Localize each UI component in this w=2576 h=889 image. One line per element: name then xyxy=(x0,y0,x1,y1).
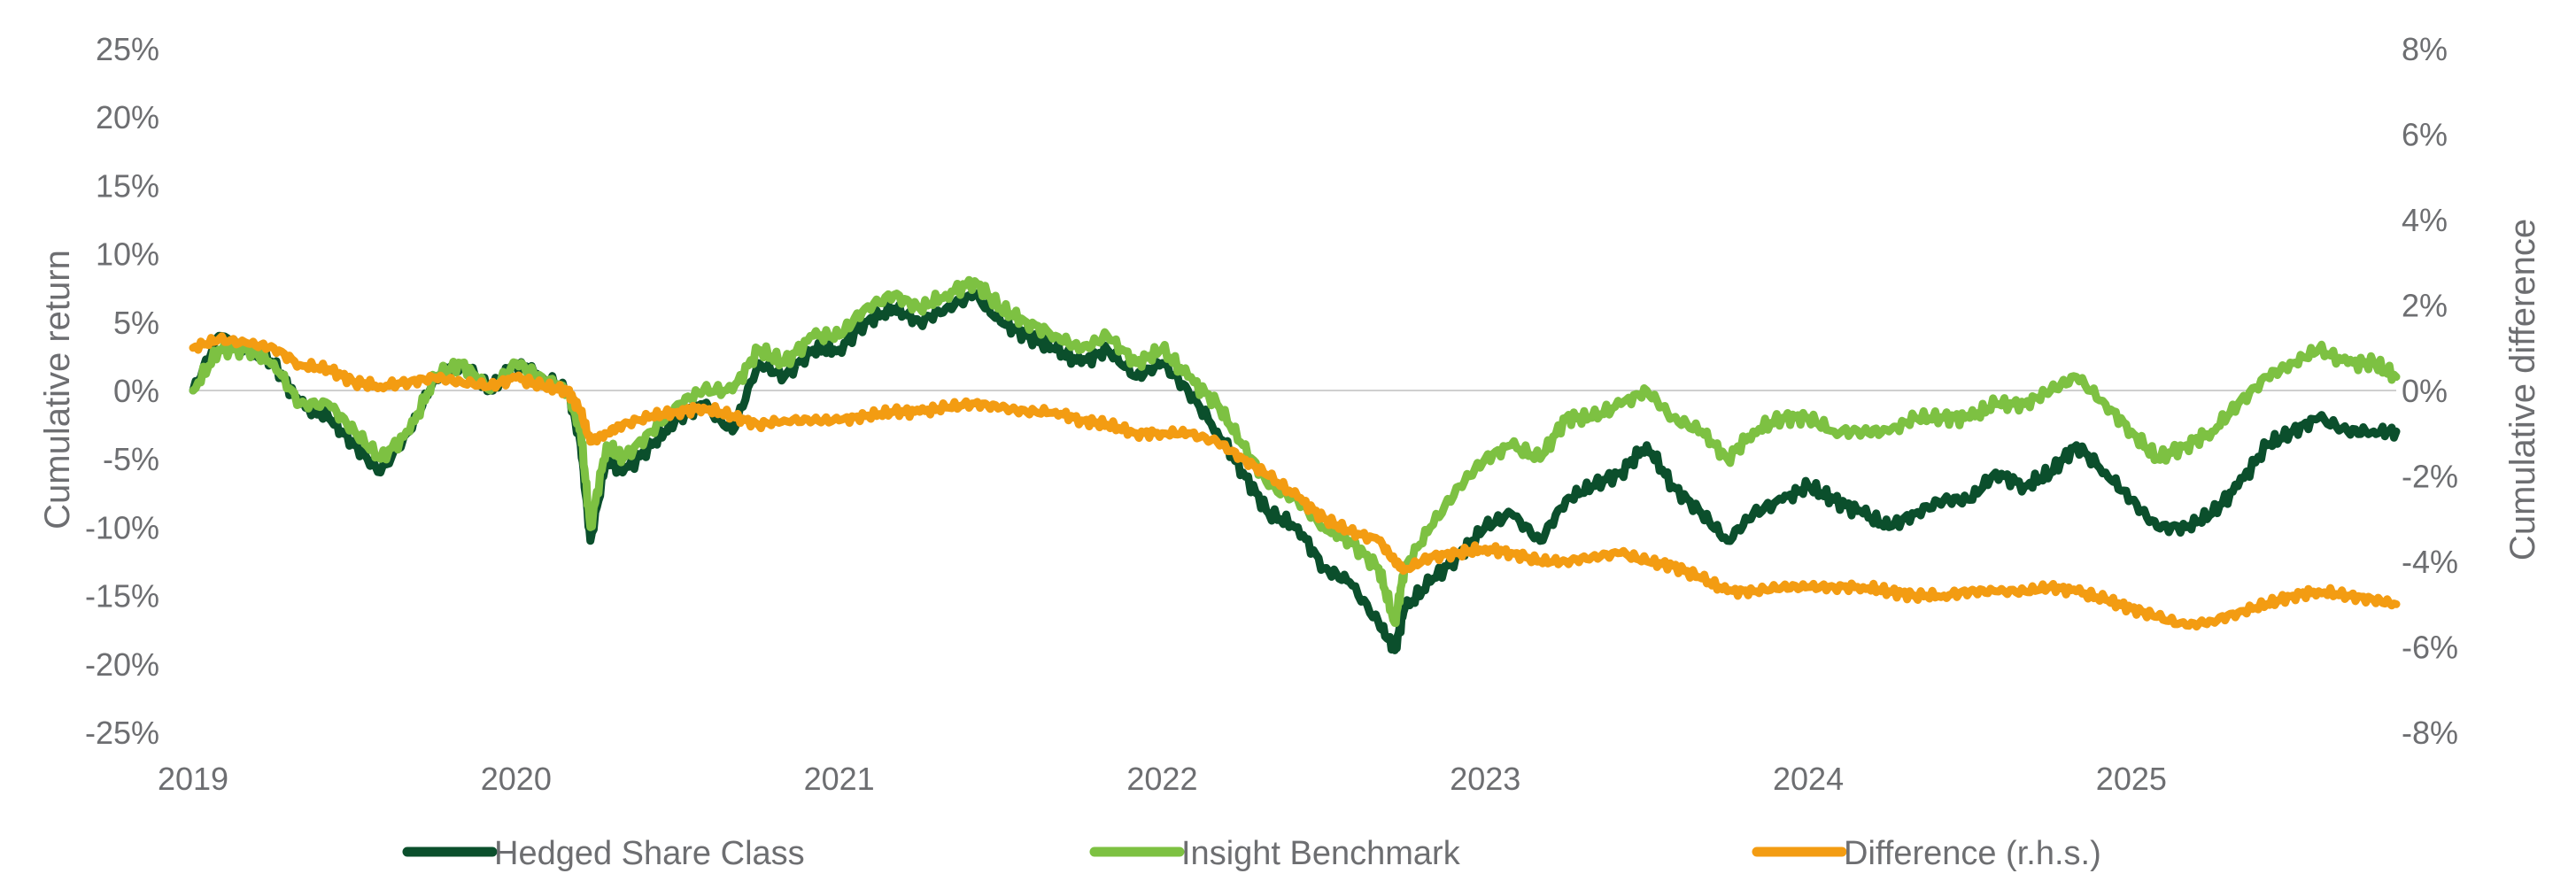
x-axis-ticks: 2019 2020 2021 2022 2023 2024 2025 xyxy=(158,761,2167,797)
legend-item-difference: Difference (r.h.s.) xyxy=(1752,835,2101,872)
left-axis-title: Cumulative return xyxy=(38,250,77,530)
series-layer xyxy=(189,275,2401,654)
legend: Hedged Share Class Insight Benchmark Dif… xyxy=(402,835,2101,872)
left-tick-label: -10% xyxy=(85,509,159,545)
right-tick-label: -8% xyxy=(2402,715,2458,751)
right-tick-label: -4% xyxy=(2402,544,2458,580)
left-tick-label: -25% xyxy=(85,715,159,751)
left-tick-label: 10% xyxy=(96,236,159,273)
x-tick-label: 2019 xyxy=(158,761,228,797)
right-tick-label: -2% xyxy=(2402,459,2458,495)
left-tick-label: 15% xyxy=(96,167,159,204)
right-tick-label: 0% xyxy=(2402,373,2448,409)
left-tick-label: -5% xyxy=(103,441,159,477)
x-tick-label: 2023 xyxy=(1450,761,1520,797)
left-tick-label: 20% xyxy=(96,99,159,135)
series-line-difference-r-h-s xyxy=(189,332,2401,631)
x-tick-label: 2022 xyxy=(1126,761,1197,797)
left-tick-label: 5% xyxy=(113,305,159,341)
left-tick-label: -15% xyxy=(85,578,159,615)
legend-label-insight-benchmark: Insight Benchmark xyxy=(1181,835,1461,872)
x-tick-label: 2024 xyxy=(1773,761,1844,797)
left-axis-ticks: 25% 20% 15% 10% 5% 0% -5% -10% -15% -20% -25% xyxy=(85,31,159,751)
right-tick-label: 8% xyxy=(2402,31,2448,67)
right-axis-title: Cumulative difference xyxy=(2503,219,2542,560)
left-tick-label: 25% xyxy=(96,31,159,67)
legend-item-insight-benchmark: Insight Benchmark xyxy=(1089,835,1461,872)
legend-item-hedged-share-class: Hedged Share Class xyxy=(402,835,805,872)
legend-label-hedged-share-class: Hedged Share Class xyxy=(494,835,805,872)
legend-label-difference: Difference (r.h.s.) xyxy=(1844,835,2101,872)
x-tick-label: 2025 xyxy=(2096,761,2167,797)
left-tick-label: 0% xyxy=(113,373,159,409)
right-tick-label: -6% xyxy=(2402,630,2458,666)
left-tick-label: -20% xyxy=(85,646,159,683)
right-tick-label: 6% xyxy=(2402,117,2448,153)
x-tick-label: 2021 xyxy=(804,761,875,797)
right-tick-label: 4% xyxy=(2402,202,2448,238)
x-tick-label: 2020 xyxy=(481,761,552,797)
right-tick-label: 2% xyxy=(2402,288,2448,324)
right-axis-ticks: 8% 6% 4% 2% 0% -2% -4% -6% -8% xyxy=(2402,31,2458,751)
